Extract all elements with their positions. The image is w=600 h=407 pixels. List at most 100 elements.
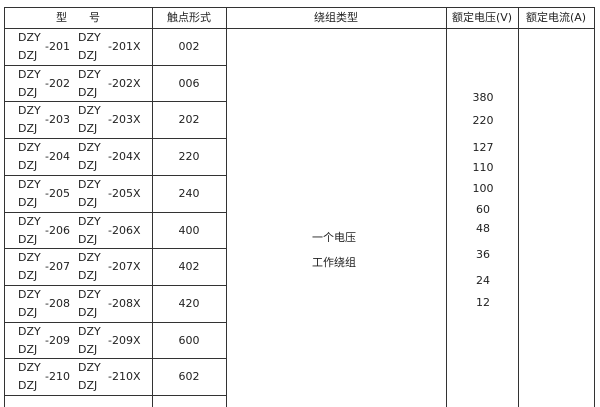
model-number: -201 bbox=[45, 40, 70, 53]
rated-voltage: 48 bbox=[476, 222, 490, 235]
rated-voltage: 380 bbox=[472, 91, 494, 104]
contact-form: 602 bbox=[178, 370, 200, 384]
model-number: -202 bbox=[45, 76, 70, 90]
table-border bbox=[446, 7, 447, 407]
model-prefix-dzj: DZJ bbox=[78, 49, 98, 62]
model-prefix-dzj: DZJ bbox=[78, 122, 98, 136]
model-prefix-dzj: DZJ bbox=[78, 379, 98, 393]
model-prefix-dzy: DZY bbox=[78, 214, 101, 228]
model-prefix-dzj: DZJ bbox=[78, 159, 98, 173]
model-prefix-dzj: DZJ bbox=[78, 85, 98, 99]
model-prefix-dzy: DZY bbox=[78, 104, 101, 118]
model-number-x: -203X bbox=[108, 113, 141, 127]
model-number-x: -208X bbox=[108, 296, 141, 310]
model-prefix-dzj: DZJ bbox=[78, 342, 98, 356]
model-prefix-dzj: DZJ bbox=[18, 269, 38, 283]
model-number-x: -209X bbox=[108, 333, 141, 347]
model-prefix-dzy: DZY bbox=[18, 251, 41, 265]
contact-form: 400 bbox=[178, 223, 200, 237]
model-prefix-dzy: DZY bbox=[78, 177, 101, 191]
rated-voltage: 110 bbox=[472, 161, 494, 174]
model-number: -207 bbox=[45, 260, 70, 274]
table-border bbox=[4, 138, 226, 139]
model-prefix-dzj: DZJ bbox=[18, 49, 38, 62]
table-border bbox=[226, 7, 227, 407]
header-winding: 绕组类型 bbox=[314, 11, 358, 24]
table-border bbox=[4, 212, 226, 213]
contact-form: 002 bbox=[178, 40, 200, 53]
model-prefix-dzj: DZJ bbox=[18, 159, 38, 173]
winding-type: 一个电压 bbox=[312, 231, 356, 244]
table-border bbox=[4, 248, 226, 249]
model-prefix-dzj: DZJ bbox=[18, 379, 38, 393]
contact-form: 220 bbox=[178, 150, 200, 164]
table-border bbox=[4, 285, 226, 286]
winding-type: 工作绕组 bbox=[312, 256, 356, 269]
header-model: 型 号 bbox=[56, 11, 100, 24]
contact-form: 420 bbox=[178, 296, 200, 310]
model-prefix-dzy: DZY bbox=[78, 324, 101, 338]
model-prefix-dzy: DZY bbox=[18, 67, 41, 81]
model-prefix-dzy: DZY bbox=[78, 67, 101, 81]
model-number-x: -202X bbox=[108, 76, 141, 90]
table-border bbox=[4, 358, 226, 359]
header-contact: 触点形式 bbox=[167, 11, 211, 24]
contact-form: 006 bbox=[178, 76, 200, 90]
model-number-x: -210X bbox=[108, 370, 141, 384]
rated-voltage: 220 bbox=[472, 114, 494, 127]
model-prefix-dzj: DZJ bbox=[18, 122, 38, 136]
table-border bbox=[4, 101, 226, 102]
rated-voltage: 12 bbox=[476, 296, 490, 309]
model-number: -203 bbox=[45, 113, 70, 127]
model-prefix-dzy: DZY bbox=[18, 104, 41, 118]
model-number-x: -205X bbox=[108, 186, 141, 200]
header-voltage: 额定电压(V) bbox=[451, 11, 513, 24]
table-border bbox=[4, 175, 226, 176]
rated-voltage: 36 bbox=[476, 248, 490, 261]
model-prefix-dzy: DZY bbox=[18, 361, 41, 375]
model-prefix-dzy: DZY bbox=[78, 31, 101, 44]
contact-form: 600 bbox=[178, 333, 200, 347]
rated-voltage: 24 bbox=[476, 274, 490, 287]
model-prefix-dzj: DZJ bbox=[78, 232, 98, 246]
contact-form: 402 bbox=[178, 260, 200, 274]
model-prefix-dzy: DZY bbox=[78, 287, 101, 301]
model-prefix-dzy: DZY bbox=[18, 31, 41, 44]
model-number: -208 bbox=[45, 296, 70, 310]
model-prefix-dzy: DZY bbox=[18, 214, 41, 228]
table-border bbox=[518, 7, 519, 407]
model-prefix-dzj: DZJ bbox=[18, 195, 38, 209]
model-number: -209 bbox=[45, 333, 70, 347]
model-prefix-dzy: DZY bbox=[78, 251, 101, 265]
model-number: -204 bbox=[45, 150, 70, 164]
model-prefix-dzy: DZY bbox=[78, 141, 101, 155]
table-border bbox=[4, 65, 226, 66]
model-prefix-dzj: DZJ bbox=[18, 342, 38, 356]
header-current: 额定电流(A) bbox=[525, 11, 587, 24]
model-prefix-dzy: DZY bbox=[78, 361, 101, 375]
model-number-x: -207X bbox=[108, 260, 141, 274]
table-border bbox=[152, 7, 153, 407]
model-prefix-dzj: DZJ bbox=[78, 195, 98, 209]
model-prefix-dzy: DZY bbox=[18, 141, 41, 155]
table-border bbox=[4, 28, 594, 29]
model-prefix-dzy: DZY bbox=[18, 177, 41, 191]
model-prefix-dzj: DZJ bbox=[18, 305, 38, 319]
contact-form: 240 bbox=[178, 186, 200, 200]
model-number-x: -206X bbox=[108, 223, 141, 237]
model-prefix-dzj: DZJ bbox=[18, 232, 38, 246]
model-number: -205 bbox=[45, 186, 70, 200]
contact-form: 202 bbox=[178, 113, 200, 127]
rated-voltage: 60 bbox=[476, 203, 490, 216]
model-number-x: -201X bbox=[108, 40, 141, 53]
model-prefix-dzj: DZJ bbox=[78, 269, 98, 283]
table-border bbox=[4, 395, 226, 396]
rated-voltage: 100 bbox=[472, 182, 494, 195]
table-border bbox=[4, 7, 5, 407]
rated-voltage: 127 bbox=[472, 141, 494, 154]
model-prefix-dzj: DZJ bbox=[78, 305, 98, 319]
model-number-x: -204X bbox=[108, 150, 141, 164]
model-number: -206 bbox=[45, 223, 70, 237]
model-prefix-dzj: DZJ bbox=[18, 85, 38, 99]
